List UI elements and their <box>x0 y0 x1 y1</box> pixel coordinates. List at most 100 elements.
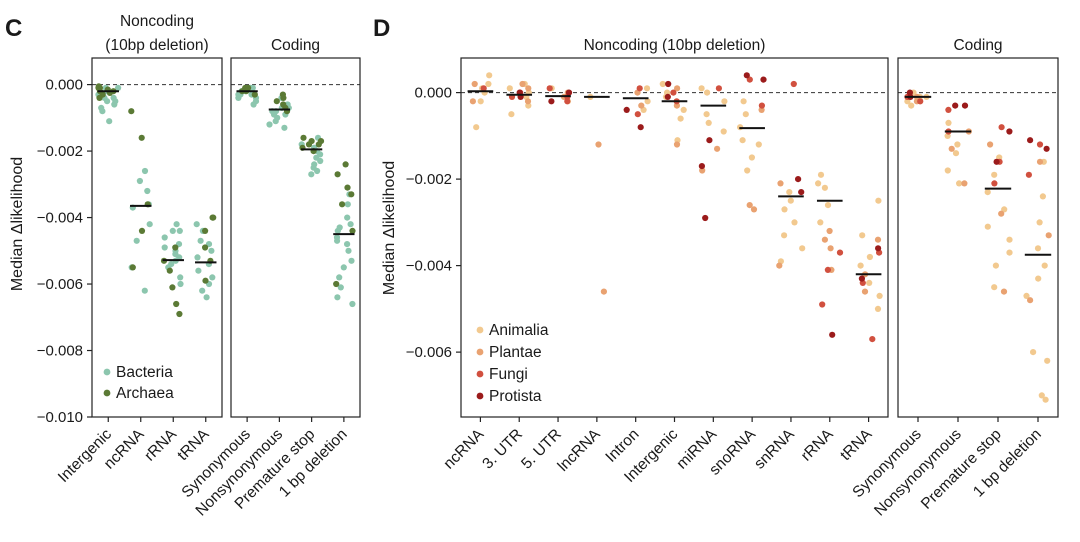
legend-label: Plantae <box>489 344 542 361</box>
data-point-bacteria <box>161 244 168 251</box>
data-point-archaea <box>342 161 349 168</box>
data-point-fungi <box>670 89 677 96</box>
y-tick-label: −0.002 <box>37 143 83 160</box>
data-point-bacteria <box>161 234 168 241</box>
data-point-fungi <box>991 180 998 187</box>
data-point-plantae <box>638 102 645 109</box>
data-point-animalia <box>720 128 727 135</box>
data-point-archaea <box>95 84 102 91</box>
data-point-bacteria <box>195 267 202 274</box>
data-point-animalia <box>817 219 824 226</box>
data-point-plantae <box>471 80 478 88</box>
data-point-animalia <box>680 106 687 113</box>
data-point-bacteria <box>250 101 257 108</box>
data-point-animalia <box>944 167 951 174</box>
legend-item-bacteria: Bacteria <box>103 364 173 381</box>
data-point-animalia <box>742 111 749 118</box>
data-point-protista <box>623 106 630 113</box>
data-point-animalia <box>857 262 864 269</box>
legend-label: Archaea <box>116 385 174 402</box>
data-point-bacteria <box>344 214 351 221</box>
data-point-fungi <box>715 85 723 92</box>
facet-title: (10bp deletion) <box>105 37 208 54</box>
data-point-plantae <box>777 180 784 187</box>
data-point-bacteria <box>177 274 184 281</box>
data-point-bacteria <box>177 280 184 288</box>
data-point-animalia <box>1039 193 1046 200</box>
data-point-bacteria <box>144 187 151 195</box>
legend-item-protista: Protista <box>476 388 542 405</box>
data-point-bacteria <box>197 237 204 244</box>
data-point-plantae <box>861 288 869 295</box>
data-point-animalia <box>744 167 751 174</box>
x-tick-label: snRNA <box>751 425 798 472</box>
data-point-plantae <box>821 236 829 243</box>
data-point-bacteria <box>272 118 279 125</box>
y-tick-label: −0.010 <box>37 409 83 426</box>
data-point-protista <box>706 137 713 144</box>
data-point-bacteria <box>337 284 344 291</box>
data-point-archaea <box>333 280 340 288</box>
data-point-protista <box>961 102 969 109</box>
data-point-protista <box>795 176 802 183</box>
category-intron: Intron <box>602 85 651 466</box>
data-point-animalia <box>1041 262 1048 269</box>
legend-item-archaea: Archaea <box>103 385 174 402</box>
data-point-plantae <box>469 98 476 105</box>
data-point-animalia <box>643 85 651 92</box>
data-point-animalia <box>473 124 480 131</box>
data-point-protista <box>760 76 767 83</box>
data-point-plantae <box>674 85 681 92</box>
facet-frame <box>460 57 889 418</box>
data-point-animalia <box>815 180 822 187</box>
legend-swatch <box>103 389 111 397</box>
data-point-fungi <box>836 249 844 256</box>
facet-title: Noncoding <box>120 13 194 30</box>
data-point-plantae <box>1027 297 1034 304</box>
data-point-animalia <box>908 102 915 109</box>
y-tick-label: 0.000 <box>45 77 83 94</box>
data-point-bacteria <box>208 247 215 254</box>
data-point-animalia <box>644 98 651 105</box>
data-point-plantae <box>699 167 706 174</box>
data-point-animalia <box>740 98 747 105</box>
category-mirna: miRNA <box>673 85 728 473</box>
data-point-animalia <box>704 89 711 96</box>
data-point-animalia <box>786 189 793 196</box>
panel-d-letter: D <box>373 15 390 42</box>
data-point-protista <box>1027 137 1034 144</box>
data-point-bacteria <box>270 111 278 118</box>
data-point-fungi <box>917 98 924 105</box>
data-point-bacteria <box>146 221 153 228</box>
data-point-animalia <box>739 137 746 144</box>
data-point-plantae <box>1036 158 1044 165</box>
category-3-utr: 3. UTR <box>479 80 533 473</box>
data-point-bacteria <box>314 167 321 175</box>
data-point-archaea <box>202 277 209 284</box>
data-point-animalia <box>984 223 991 230</box>
panel-d-y-axis-label: Median Δlikelihood <box>381 161 398 295</box>
y-tick-label: −0.004 <box>406 258 452 275</box>
data-point-bacteria <box>136 177 143 185</box>
x-tick-label: ncRNA <box>440 425 487 472</box>
data-point-protista <box>665 80 672 88</box>
data-point-animalia <box>866 253 874 261</box>
data-point-archaea <box>202 244 209 251</box>
y-tick-label: 0.000 <box>414 85 452 102</box>
data-point-animalia <box>1042 396 1049 403</box>
data-point-animalia <box>703 111 710 118</box>
data-point-animalia <box>824 202 832 209</box>
y-tick-label: −0.008 <box>37 343 83 360</box>
data-point-archaea <box>169 284 176 291</box>
panel-d-y-axis: 0.000 −0.002 −0.004 −0.006 <box>406 85 461 361</box>
data-point-animalia <box>954 141 961 148</box>
legend-label: Protista <box>489 388 542 405</box>
facet-title: Coding <box>271 37 320 54</box>
data-point-plantae <box>827 245 834 252</box>
data-point-animalia <box>956 180 963 187</box>
panel-d-legend: Animalia Plantae Fungi Protista <box>476 322 549 405</box>
data-point-fungi <box>546 85 553 92</box>
panel-c-y-axis-label: Median Δlikelihood <box>9 157 26 291</box>
data-point-bacteria <box>199 287 206 294</box>
